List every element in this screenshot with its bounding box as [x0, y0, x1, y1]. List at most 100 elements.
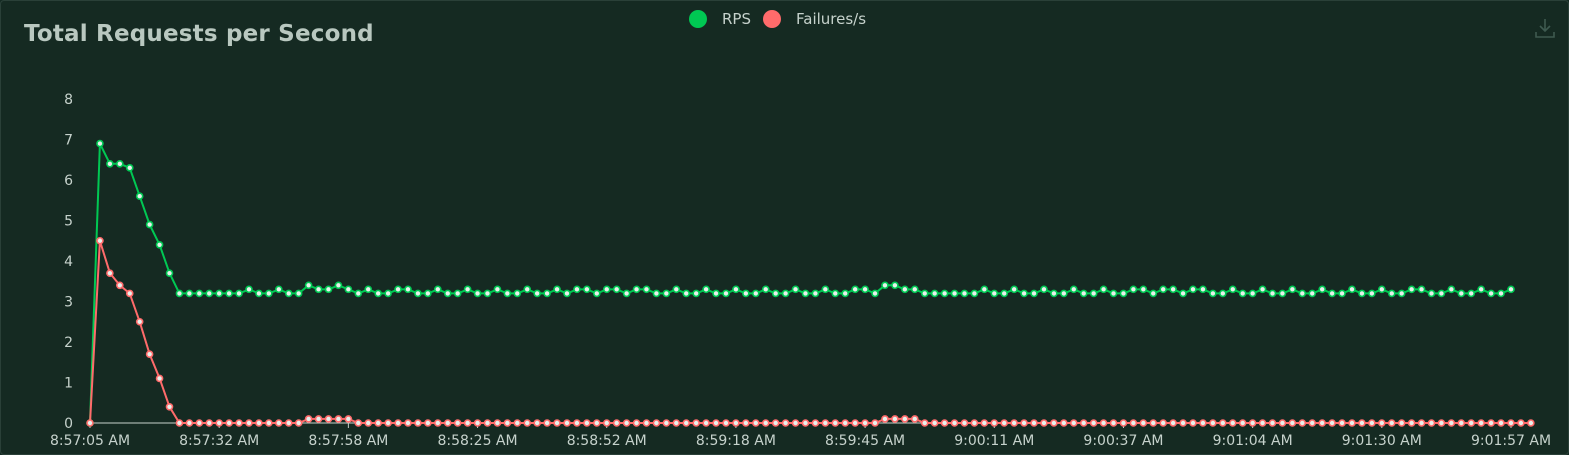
download-icon[interactable]	[1532, 15, 1558, 41]
data-point-rps	[910, 285, 919, 294]
data-point-failures	[1328, 419, 1336, 427]
data-point-failures	[374, 419, 382, 427]
data-point-failures	[483, 419, 492, 427]
data-point-rps	[1507, 285, 1515, 294]
data-point-rps	[225, 289, 233, 298]
data-point-failures	[592, 419, 601, 427]
data-point-rps	[1477, 285, 1485, 294]
data-point-failures	[463, 419, 472, 427]
data-point-rps	[851, 285, 859, 294]
data-point-failures	[1368, 419, 1376, 427]
y-tick-label: 3	[64, 295, 73, 311]
data-point-failures	[841, 419, 850, 427]
data-point-rps	[1179, 289, 1187, 298]
data-point-failures	[513, 419, 522, 427]
data-point-failures	[732, 419, 740, 427]
data-point-failures	[1020, 419, 1028, 427]
data-point-failures	[652, 419, 661, 427]
data-point-failures	[245, 419, 253, 427]
data-point-rps	[195, 289, 204, 298]
data-point-failures	[1089, 419, 1098, 427]
data-point-failures	[702, 419, 710, 427]
data-point-failures	[771, 419, 780, 427]
data-point-rps	[1089, 289, 1098, 298]
data-point-rps	[1397, 289, 1406, 298]
data-point-rps	[1030, 289, 1038, 298]
data-point-failures	[1189, 419, 1197, 427]
data-point-rps	[1228, 285, 1237, 294]
x-tick-label: 9:01:57 AM	[1471, 433, 1551, 449]
data-point-failures	[294, 419, 303, 427]
data-point-rps	[275, 285, 283, 294]
x-tick-label: 9:00:11 AM	[954, 433, 1034, 449]
data-point-failures	[861, 419, 869, 427]
data-point-rps	[265, 289, 273, 298]
data-point-failures	[424, 419, 432, 427]
data-point-failures	[1527, 419, 1535, 427]
data-point-rps	[712, 289, 720, 298]
data-point-failures	[881, 415, 889, 423]
data-point-failures	[553, 419, 561, 427]
data-point-rps	[463, 285, 472, 294]
data-point-rps	[1079, 289, 1088, 298]
data-point-failures	[1149, 419, 1158, 427]
data-point-rps	[1159, 285, 1168, 294]
data-point-failures	[165, 402, 174, 411]
legend-item-rps[interactable]: RPS	[689, 10, 751, 28]
data-point-rps	[523, 285, 532, 294]
legend-item-failures[interactable]: Failures/s	[763, 10, 866, 28]
data-point-failures	[175, 419, 184, 427]
data-point-failures	[404, 419, 412, 427]
data-point-rps	[821, 285, 830, 294]
x-tick-label: 8:57:58 AM	[308, 433, 388, 449]
data-point-rps	[1348, 285, 1356, 294]
data-point-failures	[265, 419, 273, 427]
data-point-failures	[135, 317, 144, 326]
data-point-rps	[1258, 285, 1267, 294]
data-point-failures	[1129, 419, 1138, 427]
data-point-rps	[573, 285, 581, 294]
data-point-failures	[970, 419, 979, 427]
data-point-rps	[503, 289, 512, 298]
data-point-failures	[86, 419, 94, 427]
data-point-failures	[1258, 419, 1267, 427]
y-tick-label: 2	[64, 335, 73, 351]
data-point-rps	[970, 289, 979, 298]
data-point-rps	[592, 289, 601, 298]
data-point-rps	[1149, 289, 1158, 298]
x-tick-label: 8:59:45 AM	[825, 433, 905, 449]
data-point-failures	[1288, 419, 1297, 427]
data-point-failures	[960, 419, 969, 427]
data-point-rps	[1358, 289, 1366, 298]
data-point-failures	[980, 419, 989, 427]
data-point-failures	[1467, 419, 1476, 427]
data-point-rps	[1328, 289, 1336, 298]
data-point-rps	[602, 285, 611, 294]
data-point-rps	[1129, 285, 1138, 294]
data-point-rps	[384, 289, 392, 298]
data-point-rps	[255, 289, 263, 298]
data-point-rps	[364, 285, 373, 294]
data-point-failures	[1397, 419, 1406, 427]
data-point-failures	[443, 419, 452, 427]
data-point-rps	[742, 289, 750, 298]
data-point-rps	[1457, 289, 1466, 298]
data-point-failures	[642, 419, 651, 427]
data-point-rps	[1268, 289, 1277, 298]
data-point-failures	[284, 419, 293, 427]
data-point-rps	[294, 289, 303, 298]
data-point-failures	[1248, 419, 1257, 427]
data-point-rps	[960, 289, 969, 298]
data-point-failures	[1447, 419, 1456, 427]
x-tick-label: 8:57:32 AM	[179, 433, 259, 449]
data-point-failures	[1109, 419, 1118, 427]
data-point-rps	[344, 285, 353, 294]
data-point-rps	[1020, 289, 1028, 298]
data-point-rps	[1378, 285, 1386, 294]
data-point-failures	[1228, 419, 1237, 427]
data-point-failures	[1219, 419, 1227, 427]
data-point-rps	[1338, 289, 1346, 298]
data-point-rps	[1387, 289, 1396, 298]
data-point-failures	[1457, 419, 1466, 427]
data-point-failures	[1507, 419, 1515, 427]
